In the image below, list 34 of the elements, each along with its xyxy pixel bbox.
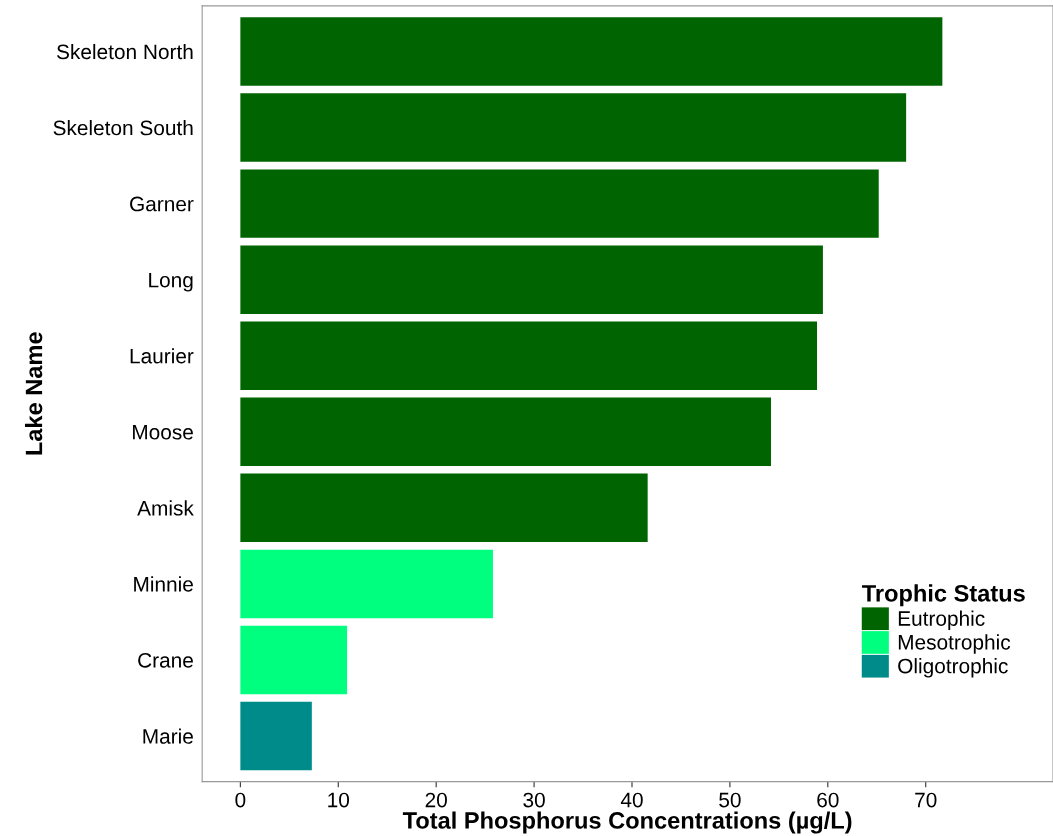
y-tick-label: Skeleton South <box>53 120 193 136</box>
x-tick-label: 50 <box>719 792 741 808</box>
bar <box>240 169 879 238</box>
legend-title: Trophic Status <box>862 584 1025 607</box>
legend-label: Oligotrophic <box>898 658 1008 678</box>
bar <box>240 473 648 543</box>
bar <box>240 625 348 695</box>
y-tick-label: Skeleton North <box>56 43 193 60</box>
x-tick-label: 70 <box>915 792 937 808</box>
y-tick-label: Laurier <box>130 348 194 364</box>
legend-label: Mesotrophic <box>898 634 1011 654</box>
x-tick-label: 10 <box>328 792 350 808</box>
bar <box>240 701 312 771</box>
y-tick-label: Moose <box>133 425 193 440</box>
y-tick-label: Amisk <box>137 500 194 516</box>
x-tick-label: 20 <box>425 792 447 808</box>
bar <box>240 321 818 390</box>
x-tick-label: 30 <box>523 792 545 808</box>
x-tick-label: 0 <box>235 792 246 808</box>
y-tick-label: Garner <box>130 196 194 212</box>
legend-label: Eutrophic <box>898 610 985 631</box>
bar <box>240 17 943 86</box>
y-tick-label: Marie <box>143 728 193 744</box>
bar <box>240 397 772 467</box>
x-tick-label: 40 <box>620 792 643 808</box>
x-tick-label: 60 <box>817 792 839 808</box>
y-tick-label: Long <box>149 272 193 292</box>
bar <box>240 93 907 162</box>
y-tick-label: Minnie <box>134 576 193 592</box>
bar <box>240 245 823 314</box>
bar <box>240 549 493 619</box>
y-tick-label: Crane <box>138 652 193 668</box>
x-axis-title: Total Phosphorus Concentrations (µg/L) <box>402 811 852 834</box>
y-axis-title: Lake Name <box>24 332 43 455</box>
